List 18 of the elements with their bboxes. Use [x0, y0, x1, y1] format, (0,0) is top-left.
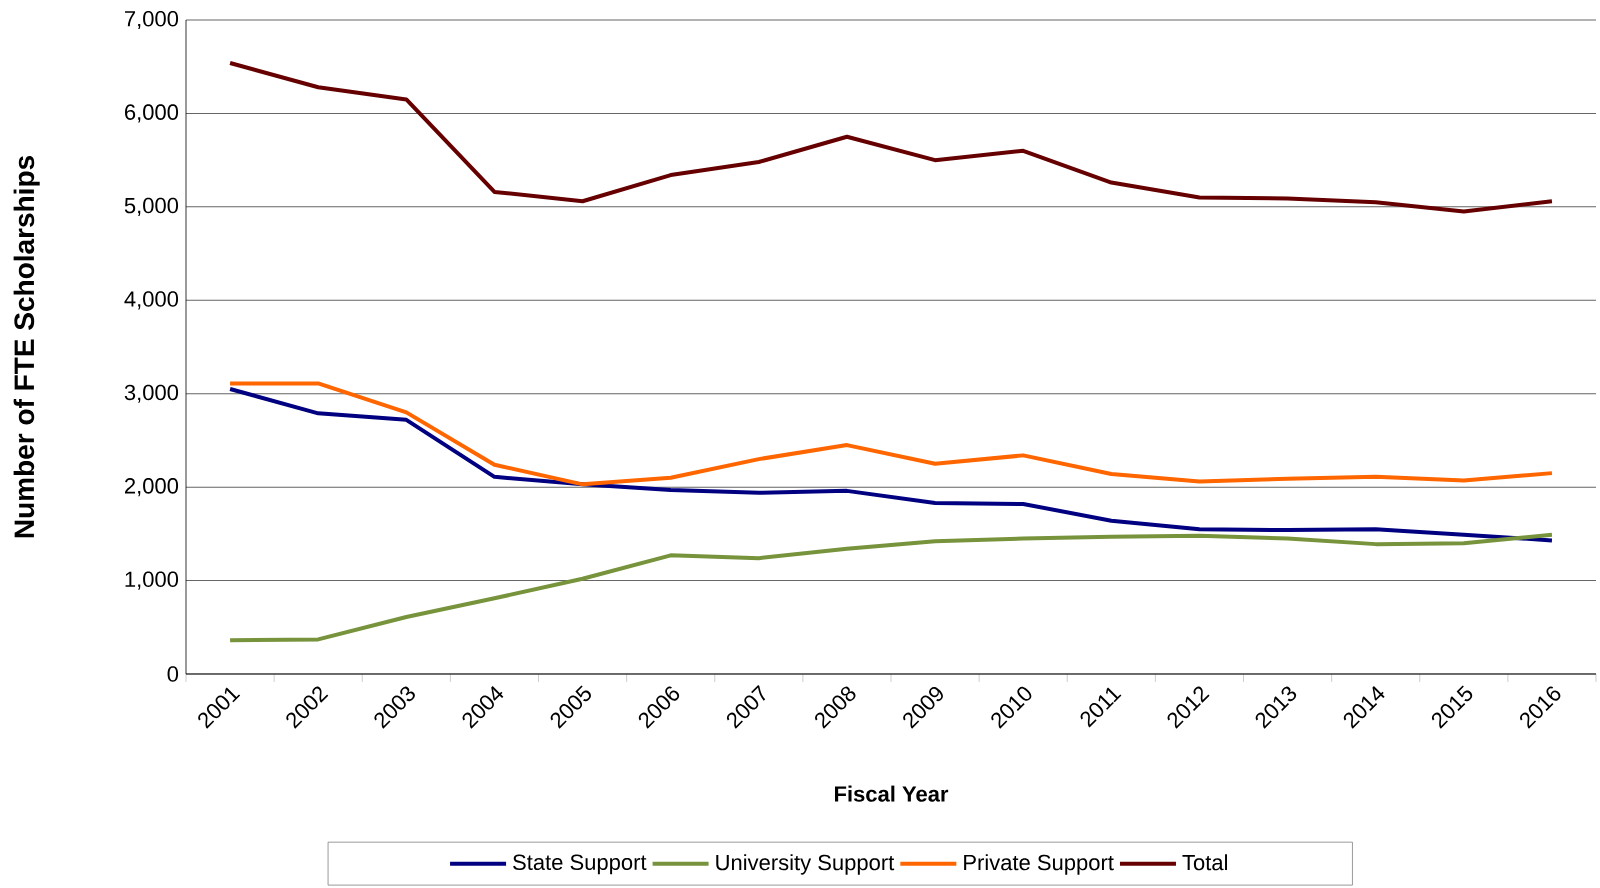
line-series: [228, 387, 1554, 543]
y-tick-label: 4,000: [124, 291, 179, 310]
y-tick-label: 6,000: [125, 104, 179, 123]
legend-label: Private Support: [964, 854, 1114, 875]
legend-label: University Support: [716, 854, 895, 875]
y-tick-label: 1,000: [125, 571, 179, 590]
x-axis-title: Fiscal Year: [835, 785, 949, 802]
line-series: [228, 60, 1554, 214]
y-tick-label: 0: [167, 666, 179, 682]
y-tick-label: 3,000: [124, 384, 179, 403]
y-axis-title: Number of FTE Scholarships: [13, 156, 40, 538]
legend-label: State Support: [513, 854, 647, 875]
line-series: [228, 381, 1554, 487]
y-tick-label: 7,000: [125, 10, 179, 30]
y-tick-label: 2,000: [124, 478, 179, 497]
line-series: [228, 532, 1554, 643]
y-tick-label: 5,000: [124, 197, 179, 216]
legend-label: Total: [1182, 854, 1227, 871]
